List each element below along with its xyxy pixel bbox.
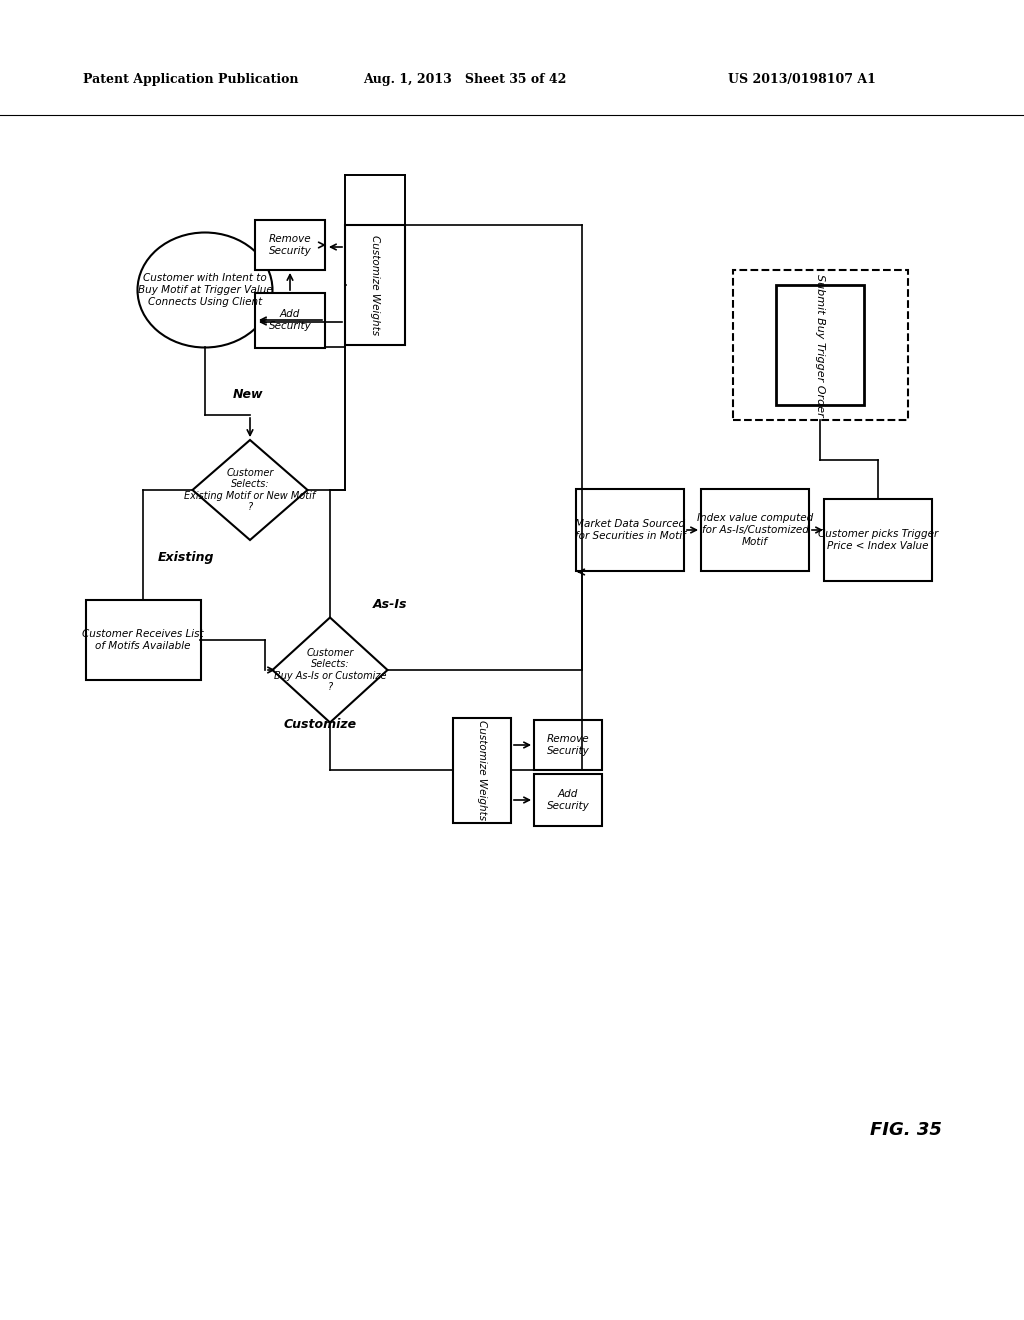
Text: Customize Weights: Customize Weights <box>477 719 487 820</box>
Ellipse shape <box>137 232 272 347</box>
Bar <box>255 220 325 271</box>
Text: Index value computed
for As-Is/Customized
Motif: Index value computed for As-Is/Customize… <box>697 513 813 546</box>
Text: US 2013/0198107 A1: US 2013/0198107 A1 <box>728 74 876 87</box>
Text: Add
Security: Add Security <box>268 309 311 331</box>
Text: Market Data Sourced
for Securities in Motif: Market Data Sourced for Securities in Mo… <box>574 519 685 541</box>
Text: Add
Security: Add Security <box>547 789 590 810</box>
Text: Customer
Selects:
Existing Motif or New Motif
?: Customer Selects: Existing Motif or New … <box>184 467 315 512</box>
Text: Existing: Existing <box>158 552 214 565</box>
Bar <box>824 499 932 581</box>
Text: Customer picks Trigger
Price < Index Value: Customer picks Trigger Price < Index Val… <box>818 529 938 550</box>
Bar <box>345 224 406 345</box>
Text: As-Is: As-Is <box>373 598 408 611</box>
Polygon shape <box>193 440 307 540</box>
Text: Patent Application Publication: Patent Application Publication <box>83 74 299 87</box>
Bar <box>701 488 809 572</box>
Bar <box>534 774 602 826</box>
Text: Remove
Security: Remove Security <box>268 234 311 256</box>
Text: FIG. 35: FIG. 35 <box>870 1121 942 1139</box>
Text: Customize: Customize <box>284 718 356 731</box>
Text: Customer Receives List
of Motifs Available: Customer Receives List of Motifs Availab… <box>82 630 204 651</box>
Text: Aug. 1, 2013   Sheet 35 of 42: Aug. 1, 2013 Sheet 35 of 42 <box>362 74 566 87</box>
Bar <box>453 718 511 822</box>
Bar <box>776 285 864 405</box>
Polygon shape <box>272 618 387 722</box>
Bar <box>732 271 907 420</box>
Bar <box>575 488 684 572</box>
Text: Customer with Intent to
Buy Motif at Trigger Value
Connects Using Client: Customer with Intent to Buy Motif at Tri… <box>137 273 272 306</box>
Bar <box>255 293 325 347</box>
Text: Remove
Security: Remove Security <box>547 734 590 756</box>
Text: Customize Weights: Customize Weights <box>370 235 380 335</box>
Text: Customer
Selects:
Buy As-Is or Customize
?: Customer Selects: Buy As-Is or Customize… <box>273 648 386 693</box>
Text: Submit Buy Trigger Order: Submit Buy Trigger Order <box>815 273 825 416</box>
Bar <box>534 719 602 770</box>
Bar <box>85 601 201 680</box>
Text: New: New <box>232 388 263 401</box>
